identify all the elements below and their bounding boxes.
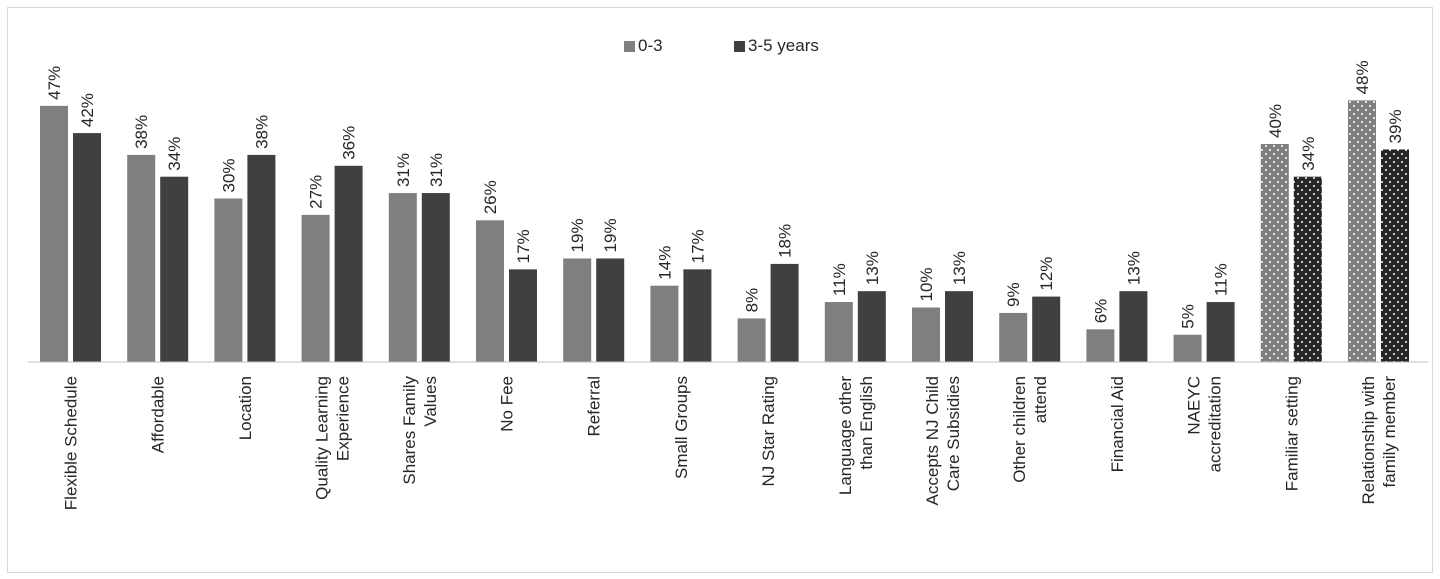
data-label: 19% bbox=[601, 218, 620, 252]
category-label: attend bbox=[1031, 376, 1050, 423]
data-label: 27% bbox=[307, 175, 326, 209]
category-label: Experience bbox=[334, 376, 353, 461]
category-label: Relationship with bbox=[1359, 376, 1378, 505]
bar-age-3-5-15 bbox=[1293, 176, 1322, 362]
bar-age-3-5-9 bbox=[770, 263, 799, 362]
data-label: 47% bbox=[45, 66, 64, 100]
data-label: 18% bbox=[776, 224, 795, 258]
data-label: 48% bbox=[1353, 60, 1372, 94]
category-label: Accepts NJ Child bbox=[923, 376, 942, 505]
category-label: Care Subsidies bbox=[944, 376, 963, 491]
bar-age-0-3-14 bbox=[1173, 334, 1202, 362]
chart-legend: 0-3 3-5 years bbox=[624, 36, 819, 55]
category-label: family member bbox=[1380, 376, 1399, 488]
bar-age-3-5-5 bbox=[421, 193, 450, 362]
data-label: 31% bbox=[394, 153, 413, 187]
bar-age-3-5-6 bbox=[509, 269, 537, 362]
category-label: than English bbox=[857, 376, 876, 470]
bar-age-0-3-7 bbox=[563, 258, 592, 362]
data-label: 13% bbox=[950, 251, 969, 285]
bar-age-0-3-4 bbox=[301, 214, 330, 362]
bar-age-0-3-9 bbox=[737, 318, 766, 362]
category-label: Shares Family bbox=[400, 376, 419, 485]
category-label: Other children bbox=[1010, 376, 1029, 483]
category-label: NAEYC bbox=[1185, 376, 1204, 435]
category-label: Flexible Schedule bbox=[62, 376, 81, 510]
bar-age-3-5-16 bbox=[1381, 149, 1409, 362]
data-label: 5% bbox=[1179, 304, 1198, 329]
data-label: 17% bbox=[514, 229, 533, 263]
data-label: 8% bbox=[743, 288, 762, 313]
bar-age-0-3-8 bbox=[650, 285, 679, 362]
bar-age-3-5-1 bbox=[73, 133, 101, 362]
data-label: 11% bbox=[1212, 263, 1231, 296]
bar-age-0-3-16 bbox=[1348, 100, 1376, 363]
legend-label: 0-3 bbox=[638, 36, 663, 55]
data-label: 13% bbox=[1124, 251, 1143, 285]
value-labels-layer: 47% 42% 38% 34% 30% 38% 27% 36% 31% 31% 26% 17% 19% 1… bbox=[45, 60, 1405, 328]
bar-age-3-5-2 bbox=[160, 176, 189, 362]
bar-age-3-5-10 bbox=[857, 291, 886, 362]
category-label: accreditation bbox=[1206, 376, 1225, 472]
category-label: Referral bbox=[585, 376, 604, 436]
bar-age-3-5-11 bbox=[945, 291, 973, 362]
bar-age-3-5-7 bbox=[596, 258, 625, 362]
category-label: Familiar setting bbox=[1282, 376, 1301, 491]
data-label: 36% bbox=[340, 126, 359, 160]
category-label: Financial Aid bbox=[1108, 376, 1127, 472]
bar-age-3-5-14 bbox=[1206, 302, 1235, 362]
category-label: No Fee bbox=[498, 376, 517, 432]
bar-age-0-3-3 bbox=[214, 198, 243, 362]
bar-age-3-5-13 bbox=[1119, 291, 1148, 362]
bar-age-0-3-1 bbox=[40, 105, 68, 362]
data-label: 12% bbox=[1037, 257, 1056, 291]
category-label: Small Groups bbox=[672, 376, 691, 479]
category-label: Quality Learning bbox=[313, 376, 332, 500]
category-labels-layer: Flexible Schedule Affordable Location Quali… bbox=[62, 376, 1400, 511]
chart-frame: 0-3 3-5 years 47% 42% 38% 34% 30% 38% 27% 36% 31%… bbox=[7, 7, 1433, 573]
data-label: 11% bbox=[830, 263, 849, 296]
category-label: Affordable bbox=[149, 376, 168, 453]
bar-age-3-5-3 bbox=[247, 154, 276, 362]
bar-age-0-3-13 bbox=[1086, 329, 1115, 362]
bar-age-0-3-11 bbox=[912, 307, 940, 362]
legend-swatch bbox=[624, 41, 635, 52]
grouped-bar-chart: 0-3 3-5 years 47% 42% 38% 34% 30% 38% 27% 36% 31%… bbox=[28, 36, 1428, 511]
data-label: 30% bbox=[219, 158, 238, 192]
legend-swatch bbox=[734, 41, 745, 52]
category-label: NJ Star Rating bbox=[759, 376, 778, 487]
data-label: 38% bbox=[132, 115, 151, 149]
category-label: Values bbox=[421, 376, 440, 427]
bars-layer bbox=[40, 100, 1409, 363]
bar-age-0-3-15 bbox=[1260, 144, 1289, 362]
data-label: 42% bbox=[78, 93, 97, 127]
bar-age-3-5-4 bbox=[334, 165, 363, 362]
data-label: 17% bbox=[688, 229, 707, 263]
data-label: 19% bbox=[568, 218, 587, 252]
bar-age-0-3-2 bbox=[127, 154, 156, 362]
data-label: 26% bbox=[481, 180, 500, 214]
data-label: 38% bbox=[252, 115, 271, 149]
bar-age-0-3-12 bbox=[999, 312, 1028, 362]
data-label: 34% bbox=[165, 137, 184, 171]
bar-age-3-5-12 bbox=[1032, 296, 1061, 362]
data-label: 31% bbox=[427, 153, 446, 187]
data-label: 39% bbox=[1386, 109, 1405, 143]
bar-age-0-3-5 bbox=[388, 193, 417, 362]
bar-age-0-3-10 bbox=[824, 302, 853, 362]
category-label: Language other bbox=[836, 376, 855, 495]
bar-age-0-3-6 bbox=[476, 220, 504, 362]
data-label: 34% bbox=[1299, 137, 1318, 171]
data-label: 14% bbox=[655, 246, 674, 280]
data-label: 13% bbox=[863, 251, 882, 285]
bar-age-3-5-8 bbox=[683, 269, 712, 362]
data-label: 6% bbox=[1091, 299, 1110, 324]
data-label: 40% bbox=[1266, 104, 1285, 138]
category-label: Location bbox=[236, 376, 255, 440]
data-label: 9% bbox=[1004, 282, 1023, 307]
data-label: 10% bbox=[917, 267, 936, 301]
legend-label: 3-5 years bbox=[748, 36, 819, 55]
